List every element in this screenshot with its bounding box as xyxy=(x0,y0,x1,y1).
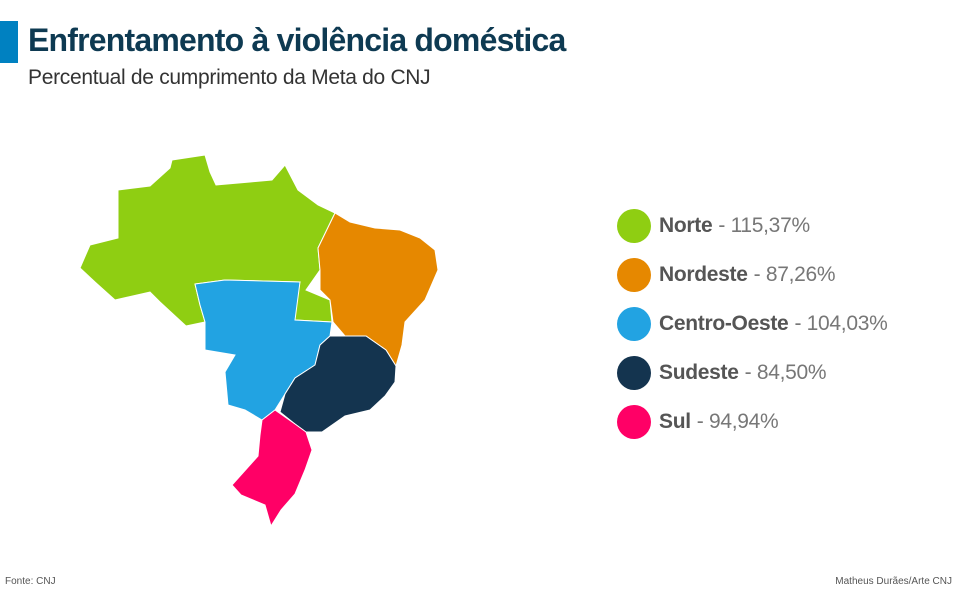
legend-item-centro-oeste: Centro-Oeste - 104,03% xyxy=(617,299,888,348)
legend-value: - 84,50% xyxy=(744,360,827,384)
legend-item-norte: Norte - 115,37% xyxy=(617,201,887,250)
legend-dot-sul xyxy=(617,404,651,439)
legend-label: Sudeste xyxy=(659,360,739,384)
legend-value: - 94,94% xyxy=(696,409,779,433)
region-sul xyxy=(231,409,313,528)
legend-item-sudeste: Sudeste - 84,50% xyxy=(617,348,887,397)
map-legend: Norte - 115,37% Nordeste - 87,26% Centro… xyxy=(617,201,888,446)
legend-label: Nordeste xyxy=(659,262,748,286)
page-subtitle: Percentual de cumprimento da Meta do CNJ xyxy=(28,66,431,89)
legend-dot-nordeste xyxy=(617,257,651,292)
region-sudeste xyxy=(279,335,397,433)
legend-value: - 115,37% xyxy=(718,213,810,237)
legend-value: - 87,26% xyxy=(753,262,836,286)
legend-label: Norte xyxy=(659,213,713,237)
legend-item-nordeste: Nordeste - 87,26% xyxy=(617,250,887,299)
legend-dot-centro-oeste xyxy=(617,306,651,341)
legend-value: - 104,03% xyxy=(794,311,888,335)
region-centro-oeste xyxy=(194,279,333,421)
legend-label: Sul xyxy=(659,409,691,433)
page-title: Enfrentamento à violência doméstica xyxy=(28,22,566,58)
region-nordeste xyxy=(317,212,439,368)
title-accent-bar xyxy=(0,21,18,63)
source-note: Fonte: CNJ xyxy=(5,576,56,587)
legend-item-sul: Sul - 94,94% xyxy=(617,397,887,446)
legend-dot-sudeste xyxy=(617,355,651,390)
legend-dot-norte xyxy=(617,208,651,243)
legend-label: Centro-Oeste xyxy=(659,311,789,335)
credit-note: Matheus Durães/Arte CNJ xyxy=(835,576,952,587)
